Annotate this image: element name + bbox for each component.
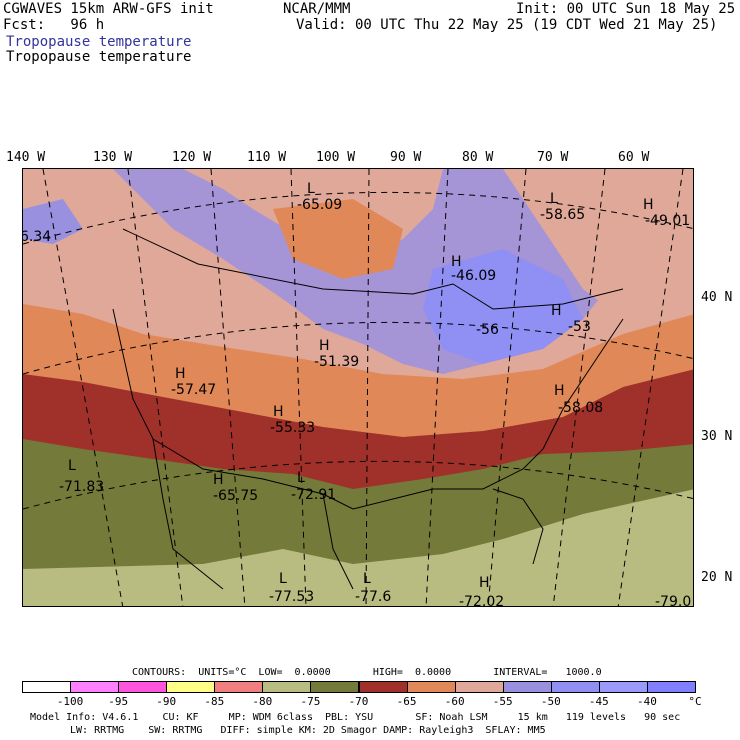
extremum-label: -72.91 (291, 487, 336, 503)
model-info-line1: Model Info: V4.6.1 CU: KF MP: WDM 6class… (30, 712, 681, 723)
colorbar-tick-label: -50 (540, 695, 561, 708)
extremum-label: H (213, 472, 224, 488)
model-title: CGWAVES 15km ARW-GFS init (3, 1, 214, 17)
colorbar-cell (406, 681, 456, 693)
extremum-label: -51.39 (314, 354, 359, 370)
lat-label-20n: 20 N (701, 570, 733, 585)
extremum-label: L (363, 571, 371, 587)
colorbar (22, 681, 696, 694)
band-blue-lakes (423, 249, 583, 364)
extremum-label: L (550, 191, 558, 207)
colorbar-cell (310, 681, 360, 693)
extremum-label: L (307, 181, 315, 197)
colorbar-tick-label: -85 (204, 695, 225, 708)
extremum-label: -65.75 (213, 488, 258, 504)
extremum-label: -77.53 (269, 589, 314, 605)
lon-label-100w: 100 W (316, 150, 356, 165)
lon-label-70w: 70 W (537, 150, 569, 165)
colorbar-cell (646, 681, 696, 693)
lon-label-110w: 110 W (247, 150, 287, 165)
colorbar-tick-label: -75 (300, 695, 321, 708)
lon-label-60w: 60 W (618, 150, 650, 165)
band-dark-red (23, 364, 693, 489)
colorbar-cell (358, 681, 408, 693)
field-title-shaded: Tropopause temperature (6, 34, 192, 50)
colorbar-cell (502, 681, 552, 693)
boundaries (112, 228, 624, 590)
valid-time: Valid: 00 UTC Thu 22 May 25 (19 CDT Wed … (296, 17, 718, 33)
extrema-labels: L -65.09 L -58.65 H -49.01 H -46.09 H -5… (23, 181, 691, 607)
extremum-label: H (479, 575, 490, 591)
lat-label-40n: 40 N (701, 290, 733, 305)
colorbar-tick-label: -80 (252, 695, 273, 708)
colorbar-tick-label: -90 (156, 695, 177, 708)
institution-label: NCAR/MMM (283, 1, 351, 17)
model-info-line2: LW: RRTMG SW: RRTMG DIFF: simple KM: 2D … (70, 725, 546, 736)
colorbar-cell (22, 681, 72, 693)
colorbar-tick-label: -95 (108, 695, 129, 708)
extremum-label: H (175, 366, 186, 382)
extremum-label: H (451, 254, 462, 270)
field-title-contour: Tropopause temperature (6, 49, 192, 65)
colorbar-tick-label: -40 (636, 695, 657, 708)
colorbar-cell (598, 681, 648, 693)
colorbar-tick-label: -55 (492, 695, 513, 708)
lon-label-80w: 80 W (462, 150, 494, 165)
extremum-label: H (554, 383, 565, 399)
colorbar-cell (262, 681, 312, 693)
extremum-label: -58.08 (558, 400, 603, 416)
band-tan-south (23, 489, 693, 606)
extremum-label: -49.01 (645, 213, 690, 229)
extremum-label: 6.34 (23, 229, 51, 245)
lon-label-140w: 140 W (6, 150, 46, 165)
graticule (23, 169, 693, 606)
colorbar-cell (454, 681, 504, 693)
colorbar-tick-label: -65 (396, 695, 417, 708)
lon-label-120w: 120 W (172, 150, 212, 165)
colorbar-tick-label: °C (688, 695, 702, 708)
band-orange-canada (273, 199, 403, 279)
extremum-label: L (68, 458, 76, 474)
extremum-label: -58.65 (540, 207, 585, 223)
extremum-label: -72.02 (459, 594, 504, 607)
extremum-label: -57.47 (171, 382, 216, 398)
colorbar-cell (550, 681, 600, 693)
extremum-label: -55.33 (270, 420, 315, 436)
colorbar-cell (118, 681, 168, 693)
init-time: Init: 00 UTC Sun 18 May 25 (516, 1, 736, 17)
colorbar-tick-label: -70 (348, 695, 369, 708)
colorbar-cell (70, 681, 120, 693)
lon-label-130w: 130 W (93, 150, 133, 165)
band-purple-nw (23, 199, 83, 244)
extremum-label: L (297, 470, 305, 486)
extremum-label: -56 (476, 322, 499, 338)
colorbar-tick-label: -60 (444, 695, 465, 708)
colorbar-cell (214, 681, 264, 693)
extremum-label: -65.09 (297, 197, 342, 213)
colorbar-cell (166, 681, 216, 693)
lon-label-90w: 90 W (390, 150, 422, 165)
extremum-label: H (643, 197, 654, 213)
contours-info: CONTOURS: UNITS=°C LOW= 0.0000 HIGH= 0.0… (132, 667, 602, 678)
extremum-label: -53 (568, 319, 591, 335)
extremum-label: -71.83 (59, 479, 104, 495)
forecast-hour: Fcst: 96 h (3, 17, 105, 33)
extremum-label: -46.09 (451, 268, 496, 284)
extremum-label: L (279, 571, 287, 587)
extremum-label: H (273, 404, 284, 420)
colorbar-tick-label: -100 (56, 695, 84, 708)
lat-label-30n: 30 N (701, 429, 733, 444)
band-salmon-northeast (503, 169, 693, 319)
colorbar-tick-label: -45 (588, 695, 609, 708)
tropopause-temperature-map: L -65.09 L -58.65 H -49.01 H -46.09 H -5… (22, 168, 694, 607)
extremum-label: H (319, 338, 330, 354)
extremum-label: -79.0 (655, 594, 691, 607)
extremum-label: -77.6 (355, 589, 391, 605)
extremum-label: H (551, 303, 562, 319)
